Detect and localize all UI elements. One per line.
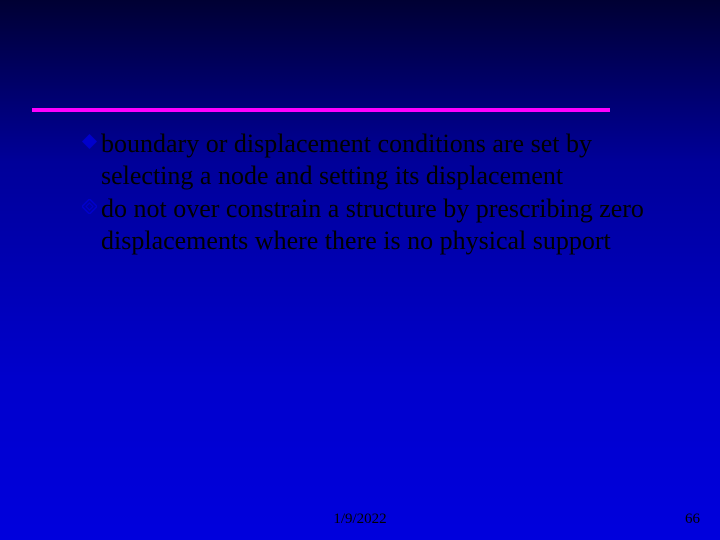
bullet-text: do not over constrain a structure by pre… bbox=[101, 193, 652, 256]
footer-date: 1/9/2022 bbox=[0, 511, 720, 528]
slide-content: boundary or displacement conditions are … bbox=[82, 128, 652, 259]
bullet-text: boundary or displacement conditions are … bbox=[101, 128, 652, 191]
diamond-solid-icon bbox=[82, 134, 97, 154]
bullet-item: do not over constrain a structure by pre… bbox=[82, 193, 652, 256]
footer-page-number: 66 bbox=[685, 511, 700, 528]
title-divider bbox=[32, 108, 610, 112]
bullet-item: boundary or displacement conditions are … bbox=[82, 128, 652, 191]
diamond-outline-icon bbox=[82, 199, 97, 219]
